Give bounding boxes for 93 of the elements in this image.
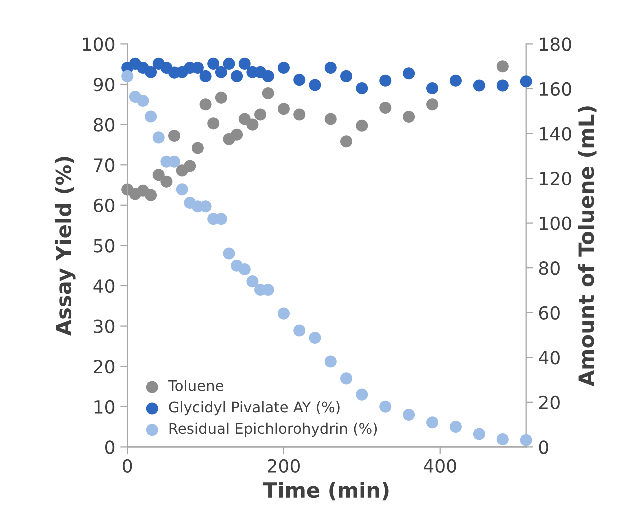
point [356,82,368,95]
point [145,66,158,78]
x-tick-label: 400 [424,459,456,473]
point [122,70,134,82]
point [208,58,220,70]
legend-label: Glycidyl Pivalate AY (%) [169,401,340,416]
point [278,103,290,116]
point [324,113,337,126]
y-axis-title: Assay Yield (%) [55,157,76,336]
point [208,118,220,130]
point [356,388,368,401]
y2-tick-label: 60 [539,306,560,320]
point [426,98,439,111]
point [426,82,439,95]
y-tick-label: 60 [94,198,115,213]
point [496,434,509,446]
y2-tick-label: 140 [540,127,572,141]
y2-tick-label: 100 [540,216,572,230]
point [184,160,196,172]
point [520,76,532,88]
point [278,308,290,320]
y-tick-label: 70 [94,158,115,172]
point [176,184,188,196]
y2-tick-label: 180 [540,38,572,52]
point [192,142,204,154]
point [450,421,462,434]
point [450,74,462,87]
y-tick-label: 50 [94,239,115,253]
point [152,169,165,182]
point [324,62,337,74]
point [223,58,236,70]
point [426,416,439,429]
point [324,356,337,368]
point [200,98,212,111]
point [473,428,486,440]
point [496,60,509,73]
y2-tick-label: 160 [540,82,572,96]
legend-label: Toluene [168,380,224,392]
point [160,176,173,188]
point [340,372,353,385]
y-tick-label: 20 [94,360,115,374]
point [145,110,158,123]
y-tick-label: 30 [94,320,115,334]
point [145,189,158,202]
point [309,79,322,92]
point [294,324,306,337]
point [340,136,353,148]
y2-tick-label: 0 [539,440,548,454]
y2-axis-title: Amount of Toluene (mL) [578,106,597,386]
y2-tick-label: 120 [540,172,572,186]
point [403,408,416,421]
point [380,400,392,413]
y-tick-label: 0 [105,440,115,454]
point [200,70,212,82]
point [223,248,236,260]
point [215,92,228,104]
point [246,276,259,288]
point [496,80,509,92]
x-tick-label: 200 [268,459,300,473]
point [262,87,274,100]
x-tick-label: 0 [123,459,132,473]
point [356,120,368,132]
point [309,332,322,344]
point [262,70,274,82]
point [254,108,267,121]
y2-tick-label: 40 [539,351,560,365]
y2-tick-label: 80 [539,262,560,276]
point [294,108,306,121]
point [403,68,416,80]
y-tick-label: 90 [94,78,115,92]
point [215,66,228,78]
point [168,130,181,142]
y2-tick-label: 20 [539,396,560,410]
point [403,110,416,123]
point [246,118,259,131]
y-tick-label: 80 [94,118,115,132]
point [473,80,486,92]
point [137,95,150,108]
x-axis-title: Time (min) [263,482,389,501]
point [380,102,392,114]
point [238,263,251,276]
point [380,74,392,87]
point [152,132,165,144]
point [231,128,244,141]
point [238,58,251,70]
point [294,74,306,86]
y-tick-label: 100 [83,38,115,52]
point [231,70,244,82]
legend-label: Residual Epichlorohydrin (%) [170,422,378,437]
point [278,62,290,74]
y-tick-label: 10 [94,400,115,414]
point [340,70,353,82]
y-tick-label: 40 [94,279,115,294]
